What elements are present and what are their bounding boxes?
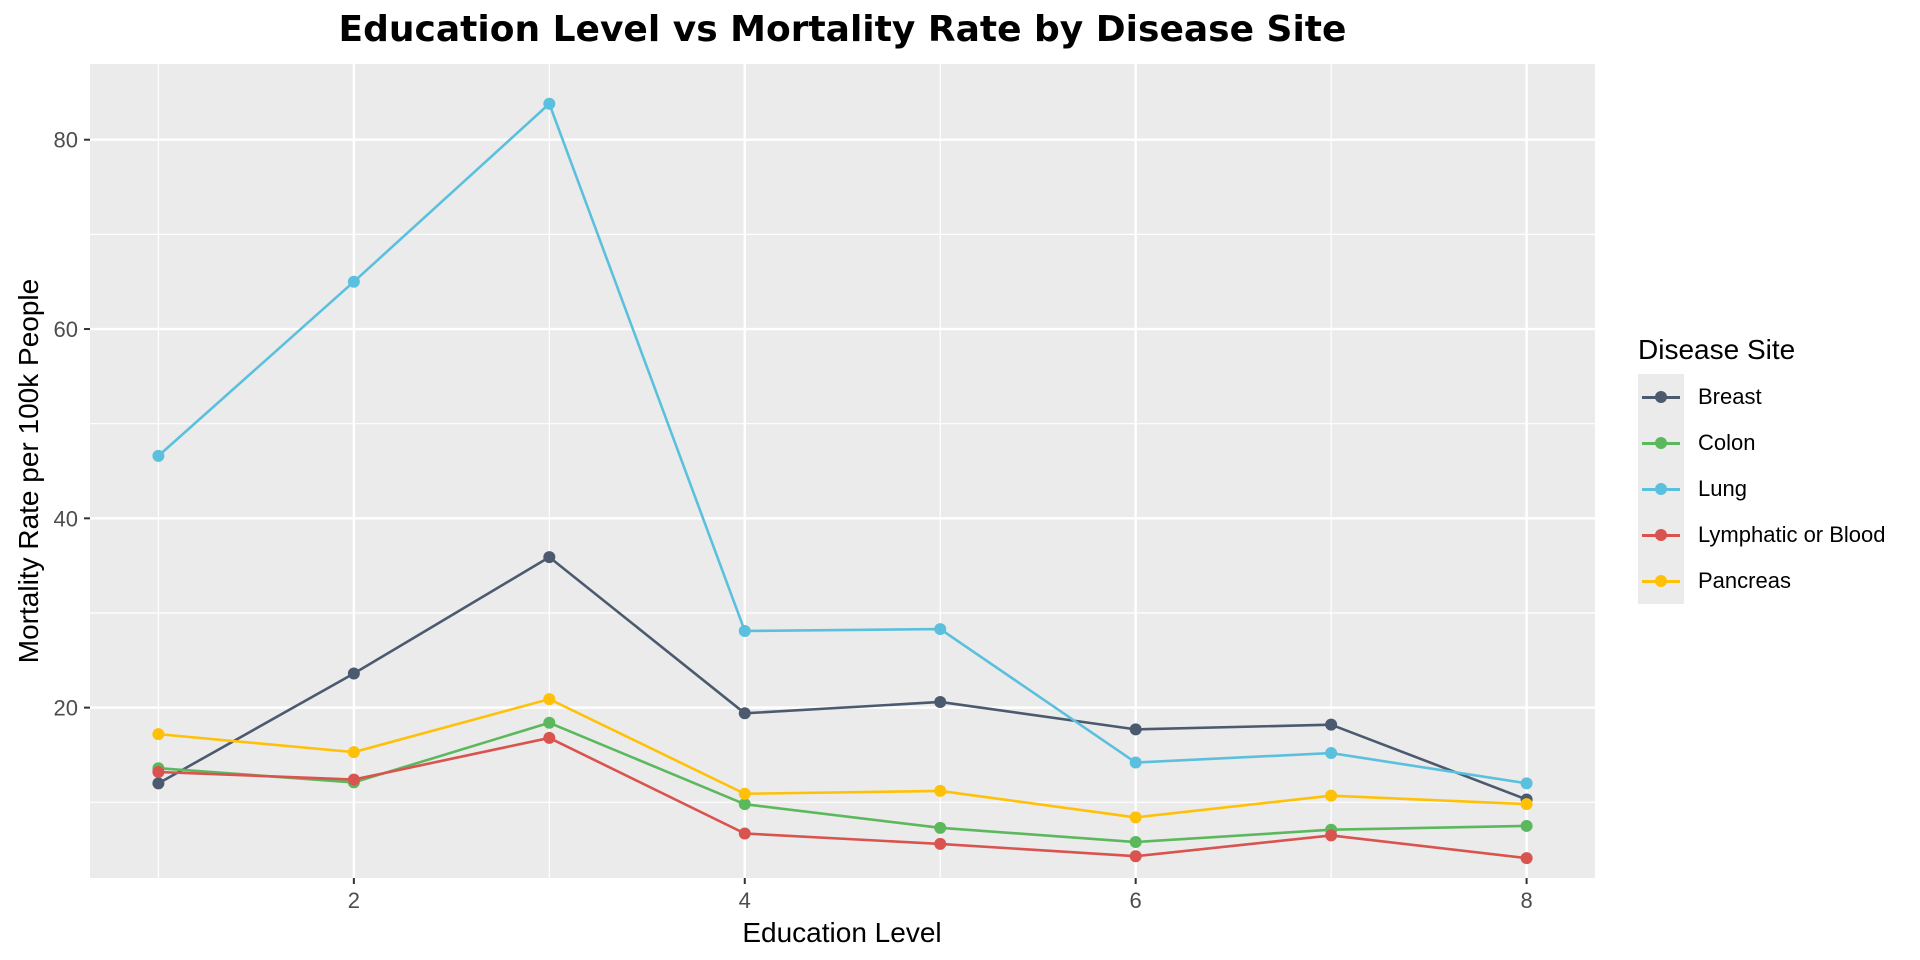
legend-key-breast [1638,374,1684,420]
data-point-lung [1325,747,1338,760]
data-point-breast [543,551,556,564]
legend-key-lung [1638,466,1684,512]
chart-title: Education Level vs Mortality Rate by Dis… [338,9,1347,50]
legend-item-lymphatic-or-blood: Lymphatic or Blood [1638,512,1886,558]
y-tick-label: 20 [54,696,78,721]
y-tick-label: 80 [54,128,78,153]
data-point-lung [738,624,751,637]
data-point-breast [152,777,165,790]
data-point-pancreas [1129,811,1142,824]
legend-keys: Breast Colon Lung Lymphatic or Blood Pancrea… [1638,374,1886,604]
data-point-lymphatic-or-blood [934,837,947,850]
data-point-lymphatic-or-blood [1325,829,1338,842]
data-point-pancreas [1325,789,1338,802]
data-point-lymphatic-or-blood [738,827,751,840]
y-axis-label: Mortality Rate per 100k People [13,279,44,663]
data-point-colon [1520,819,1533,832]
series-line-lung [157,102,1527,785]
legend-item-colon: Colon [1638,420,1886,466]
data-point-pancreas [1520,798,1533,811]
series-line-pancreas [158,697,1527,819]
y-tick-label: 40 [54,506,78,531]
legend-item-pancreas: Pancreas [1638,558,1886,604]
data-point-lung [1129,756,1142,769]
data-point-breast [347,667,360,680]
data-point-pancreas [738,787,751,800]
data-point-lymphatic-or-blood [347,773,360,786]
legend-label: Lung [1698,476,1747,501]
data-point-colon [934,821,947,834]
major-gridlines [90,64,1595,878]
x-axis-label: Education Level [742,917,941,948]
data-point-breast [934,695,947,708]
x-tick-label: 8 [1520,888,1532,913]
data-point-breast [738,707,751,720]
legend-key-colon [1638,420,1684,466]
series-points [152,97,1533,865]
series-line-breast [157,555,1528,801]
series-line-lymphatic-or-blood [158,736,1527,860]
data-point-pancreas [347,746,360,759]
series-lines [157,102,1528,860]
data-point-lung [543,97,556,110]
x-axis: 2 4 6 8 [348,878,1533,913]
data-point-lymphatic-or-blood [1520,852,1533,865]
y-axis: 20 40 60 80 [54,128,90,721]
data-point-colon [543,716,556,729]
data-point-lung [1520,777,1533,790]
legend-item-breast: Breast [1638,374,1886,420]
legend-item-lung: Lung [1638,466,1886,512]
x-tick-label: 2 [348,888,360,913]
legend-key-lymphatic-or-blood [1638,512,1684,558]
plot-panel [90,64,1595,878]
legend: Disease Site Breast Colon Lung Lymphatic or… [1638,330,1886,604]
x-tick-label: 6 [1130,888,1142,913]
legend-title: Disease Site [1638,334,1796,365]
legend-label: Colon [1698,430,1756,455]
data-point-lung [347,275,360,288]
legend-label: Pancreas [1698,568,1791,593]
data-point-lung [152,449,165,462]
data-point-lymphatic-or-blood [1129,850,1142,863]
data-point-pancreas [152,728,165,741]
data-point-pancreas [934,784,947,797]
x-tick-label: 4 [739,888,751,913]
legend-label: Breast [1698,384,1762,409]
data-point-lymphatic-or-blood [543,731,556,744]
data-point-breast [1325,718,1338,731]
data-point-breast [1129,723,1142,736]
y-tick-label: 60 [54,317,78,342]
minor-gridlines [90,64,1595,878]
data-point-pancreas [543,693,556,706]
data-point-lymphatic-or-blood [152,765,165,778]
legend-key-pancreas [1638,558,1684,604]
data-point-lung [934,623,947,636]
data-point-colon [738,798,751,811]
legend-label: Lymphatic or Blood [1698,522,1886,547]
data-point-colon [1129,836,1142,849]
